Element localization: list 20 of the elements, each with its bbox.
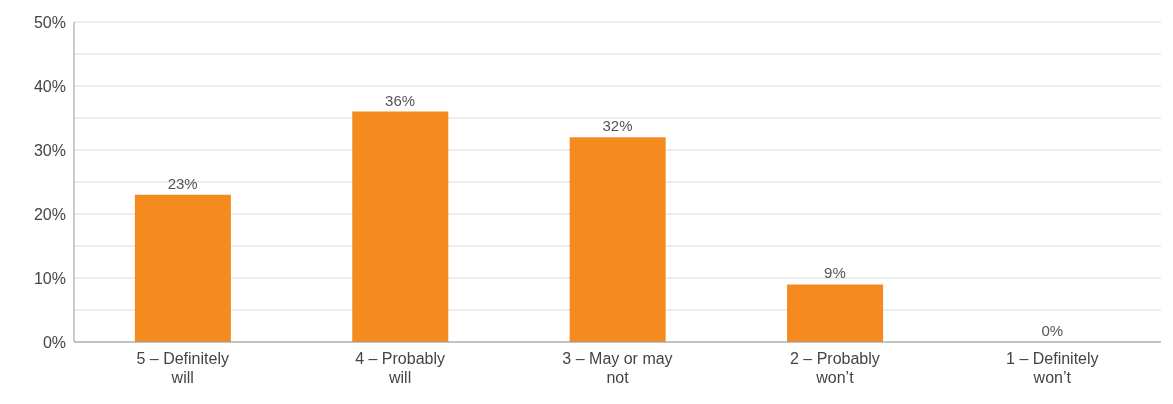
data-label: 9%	[824, 264, 846, 282]
y-tick-label: 0%	[42, 333, 66, 351]
bar	[569, 137, 666, 342]
data-label: 36%	[385, 91, 416, 109]
x-tick-label: 3 – May or may not	[562, 350, 673, 386]
bar	[787, 284, 884, 342]
x-tick-label: 2 – Probably won’t	[789, 350, 880, 386]
bar	[134, 194, 231, 342]
x-tick-label: 4 – Probably will	[355, 350, 446, 386]
data-label: 23%	[167, 174, 198, 192]
y-tick-label: 20%	[33, 205, 66, 223]
bar	[352, 111, 449, 342]
y-tick-label: 30%	[33, 141, 66, 159]
y-tick-label: 10%	[33, 269, 66, 287]
data-label: 32%	[602, 117, 633, 135]
x-tick-label: 5 – Definitely will	[136, 350, 229, 386]
x-tick-label: 1 – Definitely won’t	[1006, 350, 1099, 386]
y-tick-label: 40%	[33, 77, 66, 95]
data-label: 0%	[1041, 322, 1064, 339]
y-tick-label: 50%	[33, 13, 66, 31]
